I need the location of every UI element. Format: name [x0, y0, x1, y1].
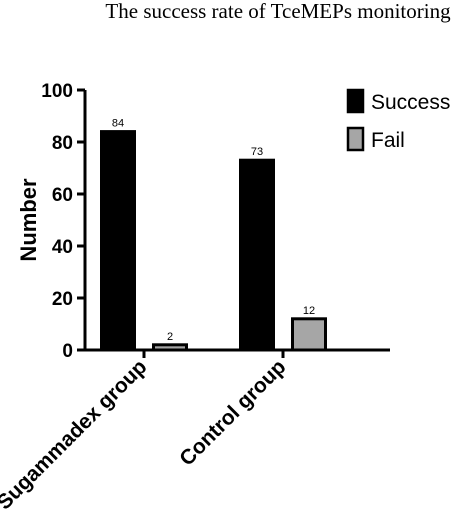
x-category-label: Sugammadex group	[0, 355, 152, 510]
legend-label-fail: Fail	[371, 129, 405, 152]
chart-title: The success rate of TceMEPs monitoring	[105, 0, 451, 23]
data-label-success-2: 73	[251, 146, 263, 158]
bar-success-1	[100, 130, 136, 352]
legend-swatch-success	[346, 88, 365, 114]
y-tick-label: 20	[52, 289, 73, 310]
y-tick-label: 80	[52, 133, 73, 154]
y-axis-label: Number	[16, 178, 41, 262]
data-labels: 84 2 73 12	[112, 118, 315, 343]
y-tick-label: 100	[41, 81, 73, 102]
bar-fail-2	[291, 317, 327, 352]
legend-swatch-fail	[346, 126, 365, 152]
bar-success-2	[239, 158, 275, 352]
y-tick-label: 40	[52, 237, 73, 258]
x-axis: Sugammadex group Control group	[0, 348, 390, 510]
x-category-label: Control group	[175, 355, 290, 470]
data-label-fail-2: 12	[303, 305, 315, 317]
data-label-fail-1: 2	[167, 331, 173, 343]
y-tick-label: 60	[52, 185, 73, 206]
y-axis: 0 20 40 60 80 100	[41, 81, 87, 362]
data-label-success-1: 84	[112, 118, 124, 130]
legend: Success Fail	[346, 88, 450, 152]
y-tick-label: 0	[62, 341, 73, 362]
bars	[100, 130, 327, 352]
legend-label-success: Success	[371, 91, 450, 114]
